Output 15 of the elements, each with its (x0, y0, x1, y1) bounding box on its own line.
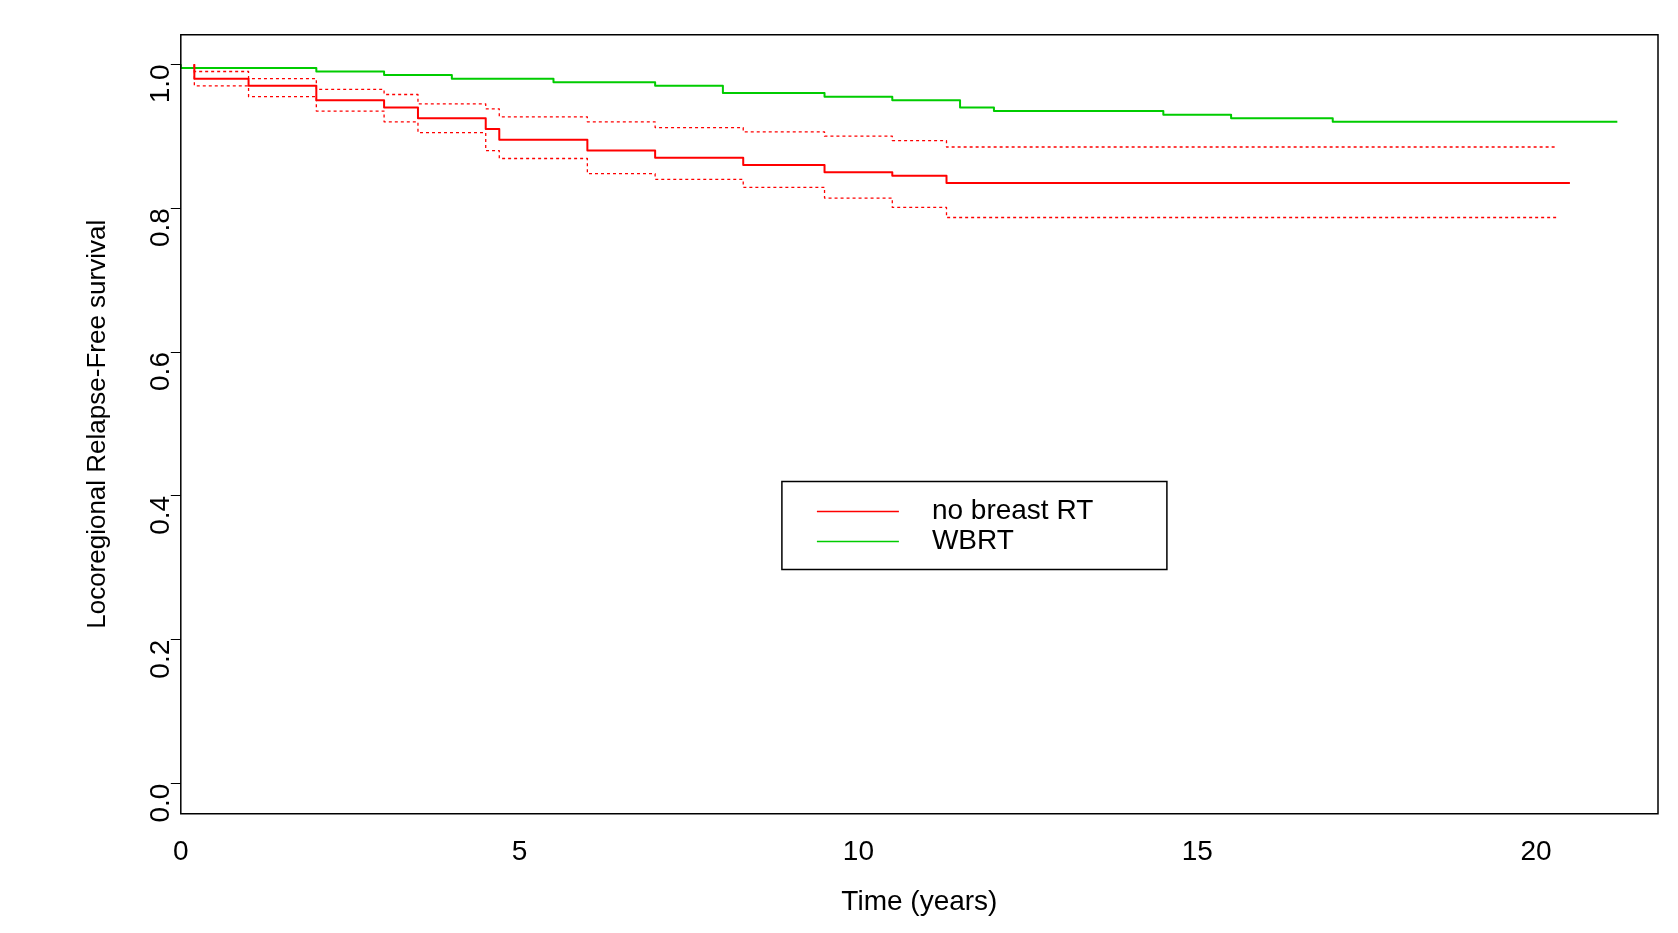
x-axis-title: Time (years) (841, 884, 998, 916)
x-tick-label: 10 (842, 835, 874, 867)
x-tick-label: 20 (1520, 835, 1552, 867)
y-tick-label: 0.2 (143, 639, 175, 679)
y-axis-title: Locoregional Relapse-Free survival (80, 219, 111, 629)
legend-label: WBRT (931, 524, 1014, 556)
legend-label: no breast RT (931, 494, 1094, 526)
y-tick-label: 0.4 (143, 495, 175, 535)
y-tick-label: 0.0 (143, 783, 175, 823)
y-tick-label: 1.0 (143, 64, 175, 104)
y-tick-label: 0.6 (143, 352, 175, 391)
x-tick-label: 5 (511, 835, 528, 867)
x-tick-label: 0 (173, 835, 189, 867)
x-tick-label: 15 (1181, 835, 1213, 867)
y-tick-label: 0.8 (143, 208, 175, 248)
